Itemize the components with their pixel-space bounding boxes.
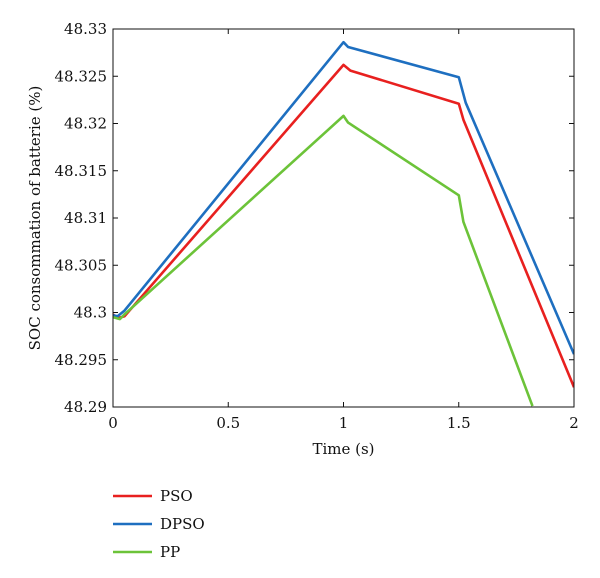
y-tick-label: 48.295: [55, 351, 108, 369]
legend-label-pp: PP: [160, 543, 180, 561]
y-tick-label: 48.32: [64, 115, 107, 133]
series-line-pso: [113, 63, 574, 388]
y-tick-label: 48.29: [64, 398, 107, 416]
x-tick-label: 1: [339, 414, 349, 432]
y-tick-label: 48.325: [55, 67, 108, 85]
series-lines: [113, 40, 574, 407]
x-tick-label: 2: [569, 414, 579, 432]
y-tick-label: 48.33: [64, 20, 107, 38]
legend: PSO DPSO PP: [113, 487, 205, 561]
y-tick-label: 48.3: [74, 304, 107, 322]
x-axis-title: Time (s): [312, 440, 374, 458]
legend-label-pso: PSO: [160, 487, 193, 505]
x-tick-label: 0.5: [216, 414, 240, 432]
legend-label-dpso: DPSO: [160, 515, 205, 533]
y-tick-label: 48.315: [55, 162, 108, 180]
x-tick-label: 0: [108, 414, 118, 432]
y-tick-label: 48.305: [55, 256, 108, 274]
y-axis-title: SOC consommation of batterie (%): [26, 86, 44, 351]
series-line-pp: [113, 114, 534, 407]
x-tick-label: 1.5: [447, 414, 471, 432]
axis-ticks: 0 0.5 1 1.5 2 48.29 48.295 48.3 48.305 48.31 48.31…: [55, 20, 579, 432]
y-tick-label: 48.31: [64, 209, 107, 227]
series-line-dpso: [113, 40, 574, 355]
